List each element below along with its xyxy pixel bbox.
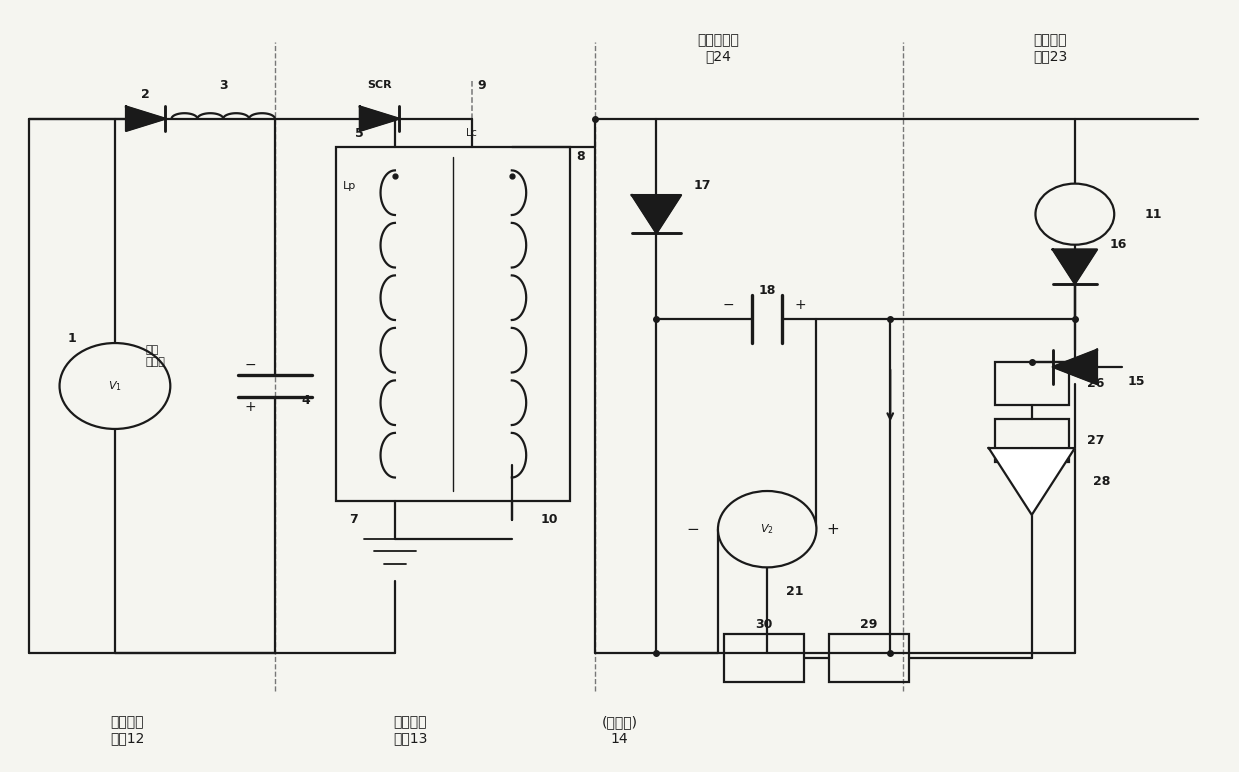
Polygon shape xyxy=(632,195,681,233)
Circle shape xyxy=(59,343,170,429)
Text: 直流
转换器: 直流 转换器 xyxy=(146,345,166,367)
Text: 8: 8 xyxy=(576,151,585,164)
Text: $V_2$: $V_2$ xyxy=(761,523,774,536)
Text: (高电压)
14: (高电压) 14 xyxy=(601,716,638,746)
Polygon shape xyxy=(1053,350,1097,384)
Text: 30: 30 xyxy=(756,618,773,631)
Text: $V_1$: $V_1$ xyxy=(108,379,121,393)
Text: −: − xyxy=(245,358,256,372)
Text: 17: 17 xyxy=(694,179,711,192)
Text: +: + xyxy=(794,298,805,312)
Text: 26: 26 xyxy=(1087,377,1104,390)
Text: 16: 16 xyxy=(1109,239,1126,251)
Bar xyxy=(337,147,570,500)
Polygon shape xyxy=(989,448,1075,515)
Text: 7: 7 xyxy=(348,513,358,527)
Text: +: + xyxy=(245,400,256,414)
Text: 28: 28 xyxy=(1093,475,1110,488)
Text: 21: 21 xyxy=(786,584,803,598)
Text: 15: 15 xyxy=(1127,374,1145,388)
Bar xyxy=(995,419,1069,462)
Bar xyxy=(995,362,1069,405)
Text: −: − xyxy=(722,298,733,312)
Text: 3: 3 xyxy=(219,79,228,92)
Text: 初级充电
电路12: 初级充电 电路12 xyxy=(110,716,145,746)
Text: +: + xyxy=(826,522,839,537)
Text: 电离检测
电路23: 电离检测 电路23 xyxy=(1033,32,1067,63)
Bar xyxy=(724,634,804,682)
Text: 4: 4 xyxy=(301,394,310,407)
Circle shape xyxy=(717,491,817,567)
Text: 10: 10 xyxy=(540,513,558,527)
Text: 18: 18 xyxy=(758,284,776,297)
Polygon shape xyxy=(126,107,165,131)
Text: −: − xyxy=(686,522,700,537)
Text: 线圈驱动
电路13: 线圈驱动 电路13 xyxy=(393,716,427,746)
Text: Lc: Lc xyxy=(466,128,477,138)
Polygon shape xyxy=(359,107,399,131)
Text: 5: 5 xyxy=(354,127,364,140)
Bar xyxy=(829,634,908,682)
Text: 29: 29 xyxy=(860,618,877,631)
Text: 27: 27 xyxy=(1087,435,1105,448)
Polygon shape xyxy=(1053,249,1097,284)
Text: 2: 2 xyxy=(141,88,150,101)
Text: Lp: Lp xyxy=(343,181,356,191)
Text: 9: 9 xyxy=(477,79,486,92)
Text: 1: 1 xyxy=(67,332,77,345)
Text: 次级充电电
路24: 次级充电电 路24 xyxy=(698,32,738,63)
Text: 11: 11 xyxy=(1145,208,1162,221)
Text: SCR: SCR xyxy=(367,80,392,90)
Circle shape xyxy=(1036,184,1114,245)
